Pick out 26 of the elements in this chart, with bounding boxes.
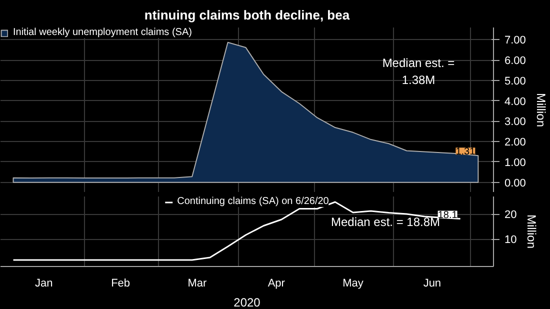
y-tick-label: 4.00 [504, 96, 526, 108]
x-tick-label: Jan [35, 278, 53, 290]
y-tick-label: 2.00 [504, 136, 526, 149]
x-axis-title: 2020 [234, 296, 261, 309]
y-axis-title: Million [524, 214, 539, 249]
x-tick-label: May [342, 278, 364, 290]
legend-label: Initial weekly unemployment claims (SA) [13, 27, 192, 38]
annotation: 1.31 [456, 146, 476, 158]
y-tick-label: 20 [504, 209, 517, 221]
y-tick-label: 1.00 [504, 156, 526, 169]
annotation: Median est. = 1.38M [382, 56, 455, 87]
y-tick-label: 7.00 [504, 34, 526, 47]
y-axis-title: Million [534, 92, 548, 128]
legend-label: Continuing claims (SA) on 6/26/20 [177, 196, 329, 207]
y-tick-label: 6.00 [504, 55, 526, 68]
y-tick-label: 0.00 [504, 177, 526, 190]
annotation: Median est. = 18.8M [330, 215, 440, 230]
y-tick-label: 3.00 [504, 116, 526, 128]
annotation: 18.1 [438, 210, 458, 221]
x-tick-label: Mar [188, 278, 207, 290]
x-tick-label: Jun [423, 278, 442, 290]
x-tick-label: Feb [111, 278, 130, 290]
x-tick-label: Apr [268, 278, 286, 290]
chart-title: ntinuing claims both decline, bea [144, 8, 350, 22]
y-tick-label: 10 [504, 234, 517, 246]
y-tick-label: 5.00 [504, 75, 526, 88]
